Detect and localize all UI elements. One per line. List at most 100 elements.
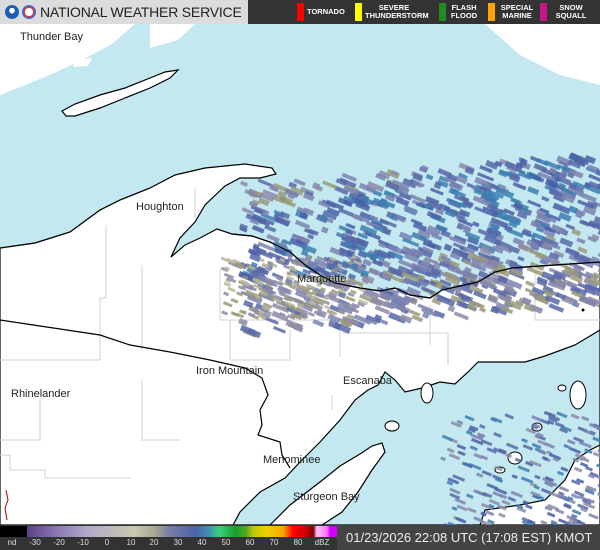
radar-echo <box>401 245 419 257</box>
radar-echo <box>548 167 557 175</box>
radar-echo <box>336 303 354 315</box>
radar-echo <box>297 302 305 308</box>
radar-echo <box>540 257 550 265</box>
radar-echo <box>568 205 579 214</box>
radar-echo <box>458 292 474 302</box>
radar-echo <box>512 181 527 191</box>
radar-echo <box>497 275 508 284</box>
radar-echo <box>362 258 372 267</box>
radar-echo <box>286 314 296 320</box>
radar-echo <box>258 309 265 315</box>
land-patch <box>72 58 92 67</box>
radar-echo <box>353 314 372 325</box>
radar-echo <box>420 286 435 295</box>
radar-echo <box>460 223 472 233</box>
radar-echo <box>242 275 249 280</box>
radar-echo <box>480 502 494 511</box>
radar-echo <box>588 180 600 190</box>
radar-echo <box>444 174 457 185</box>
radar-echo <box>530 220 548 231</box>
radar-echo <box>361 277 370 285</box>
radar-echo <box>271 263 278 268</box>
radar-echo <box>286 275 295 281</box>
radar-echo <box>456 269 471 278</box>
city-menominee: Menominee <box>263 454 321 466</box>
radar-echo <box>473 290 487 300</box>
radar-echo <box>273 279 284 287</box>
radar-echo <box>337 309 345 315</box>
radar-echo <box>458 172 468 180</box>
radar-echo <box>322 180 338 190</box>
dbz-tick: 0 <box>104 538 110 547</box>
radar-echo <box>379 198 396 209</box>
radar-echo <box>257 178 275 188</box>
radar-echo <box>251 213 268 225</box>
radar-echo <box>374 305 391 315</box>
warning-label: SEVERE THUNDERSTORM <box>365 3 429 20</box>
radar-echo <box>238 280 246 286</box>
radar-echo <box>268 184 279 192</box>
radar-echo <box>404 253 419 263</box>
radar-echo <box>548 491 562 499</box>
warning-special-marine: SPECIAL MARINE <box>488 3 536 21</box>
radar-echo <box>440 456 446 462</box>
radar-echo <box>585 485 597 492</box>
dbz-tick: -10 <box>77 538 89 547</box>
radar-echo <box>542 288 554 298</box>
radar-map[interactable] <box>0 24 600 525</box>
radar-echo <box>248 200 258 208</box>
radar-echo <box>224 278 232 284</box>
radar-echo <box>587 498 595 504</box>
radar-echo <box>508 245 521 254</box>
radar-echo <box>427 199 443 211</box>
radar-echo <box>541 241 552 251</box>
radar-echo <box>546 482 554 488</box>
dbz-tick: 50 <box>221 538 231 547</box>
radar-echo <box>477 228 489 237</box>
radar-echo <box>548 252 560 261</box>
radar-echo <box>401 271 420 283</box>
island <box>557 384 567 392</box>
radar-echo <box>481 190 500 201</box>
radar-echo <box>447 305 456 313</box>
radar-echo <box>582 205 597 216</box>
radar-echo <box>266 287 273 293</box>
radar-echo <box>281 238 292 246</box>
radar-echo <box>357 264 367 271</box>
radar-echo <box>490 305 500 315</box>
radar-echo <box>436 294 456 307</box>
radar-echo <box>470 433 484 441</box>
radar-echo <box>486 226 502 237</box>
radar-echo <box>548 303 565 313</box>
radar-echo <box>592 272 600 283</box>
radar-echo <box>347 291 355 298</box>
dbz-tick: dBZ <box>314 538 330 547</box>
radar-echo <box>517 465 530 473</box>
radar-echo <box>403 205 418 215</box>
radar-echo <box>584 154 597 165</box>
radar-echo <box>477 172 495 182</box>
radar-echo <box>323 300 330 306</box>
radar-echo <box>506 442 519 450</box>
radar-echo <box>221 310 229 316</box>
radar-echo <box>571 228 582 237</box>
radar-echo <box>592 473 600 480</box>
dbz-legend: nd -30 -20 -10 0 10 20 30 40 50 60 70 80 dBZ <box>0 525 337 550</box>
radar-echo <box>409 193 427 204</box>
radar-echo <box>305 293 316 300</box>
radar-echo <box>540 519 548 525</box>
radar-echo <box>344 229 354 236</box>
radar-echo <box>220 266 229 273</box>
radar-echo <box>488 503 495 509</box>
dbz-tick: nd <box>7 538 17 547</box>
radar-echo <box>450 420 462 428</box>
radar-echo <box>377 258 391 269</box>
radar-echo <box>377 239 389 246</box>
radar-echo <box>261 308 272 316</box>
radar-echo <box>447 264 461 274</box>
city-houghton: Houghton <box>136 201 184 213</box>
radar-echo <box>380 271 391 281</box>
radar-echo <box>532 494 541 500</box>
radar-echo <box>257 241 276 252</box>
radar-echo <box>322 210 338 221</box>
